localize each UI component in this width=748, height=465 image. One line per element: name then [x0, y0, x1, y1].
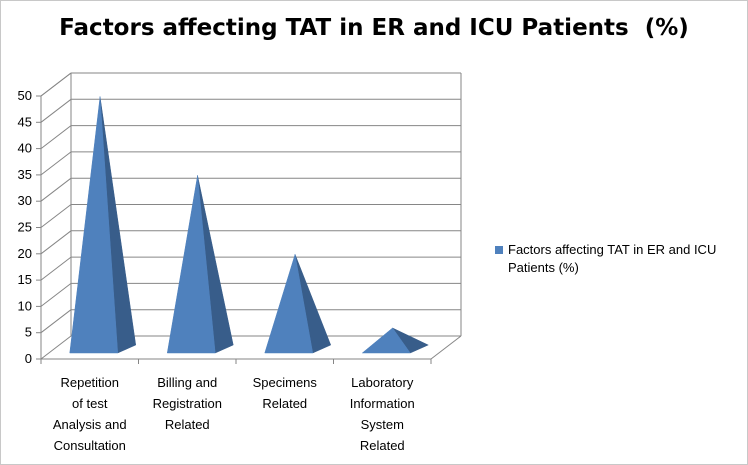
- gridline-side: [40, 177, 72, 202]
- y-tick-label: 10: [18, 298, 32, 313]
- x-tick-label: Analysis and: [53, 417, 127, 432]
- y-tick-label: 20: [18, 246, 32, 261]
- side-wall-top: [40, 72, 72, 97]
- gridline-side: [40, 283, 72, 307]
- gridline-side: [40, 204, 72, 228]
- y-tick-label: 45: [18, 114, 32, 129]
- gridline-side: [40, 256, 72, 281]
- gridline-side: [40, 98, 72, 123]
- x-tick-label: Specimens: [253, 375, 318, 390]
- y-tick-label: 15: [18, 272, 32, 287]
- y-tick-label: 50: [18, 88, 32, 103]
- gridline-side: [40, 335, 72, 360]
- gridline-side: [40, 125, 72, 149]
- legend-swatch: [495, 246, 503, 254]
- gridline-side: [40, 151, 72, 176]
- x-tick-label: System: [361, 417, 404, 432]
- y-tick-label: 40: [18, 141, 32, 156]
- x-tick-label: Related: [360, 438, 405, 453]
- pyramid-bar: [69, 96, 119, 354]
- gridline-side: [40, 309, 72, 334]
- gridline-side: [40, 230, 72, 255]
- y-tick-label: 0: [25, 351, 32, 366]
- chart-title: Factors affecting TAT in ER and ICU Pati…: [59, 15, 689, 41]
- legend-label: Factors affecting TAT in ER and ICU Pati…: [508, 242, 717, 275]
- y-tick-label: 35: [18, 167, 32, 182]
- y-tick-label: 25: [18, 220, 32, 235]
- x-tick-label: Related: [262, 396, 307, 411]
- pyramid-bar: [264, 254, 314, 354]
- x-tick-label: Information: [350, 396, 415, 411]
- floor-right-edge: [430, 335, 462, 360]
- x-tick-label: Billing and: [157, 375, 217, 390]
- pyramid-bar: [166, 175, 216, 354]
- y-tick-label: 30: [18, 193, 32, 208]
- x-tick-label: of test: [72, 396, 108, 411]
- y-tick-label: 5: [25, 325, 32, 340]
- x-tick-label: Repetition: [60, 375, 119, 390]
- legend: Factors affecting TAT in ER and ICU Pati…: [495, 241, 735, 277]
- x-tick-label: Registration: [153, 396, 222, 411]
- x-tick-label: Related: [165, 417, 210, 432]
- pyramid-bar: [361, 327, 411, 354]
- x-tick-label: Laboratory: [351, 375, 414, 390]
- x-tick-label: Consultation: [54, 438, 126, 453]
